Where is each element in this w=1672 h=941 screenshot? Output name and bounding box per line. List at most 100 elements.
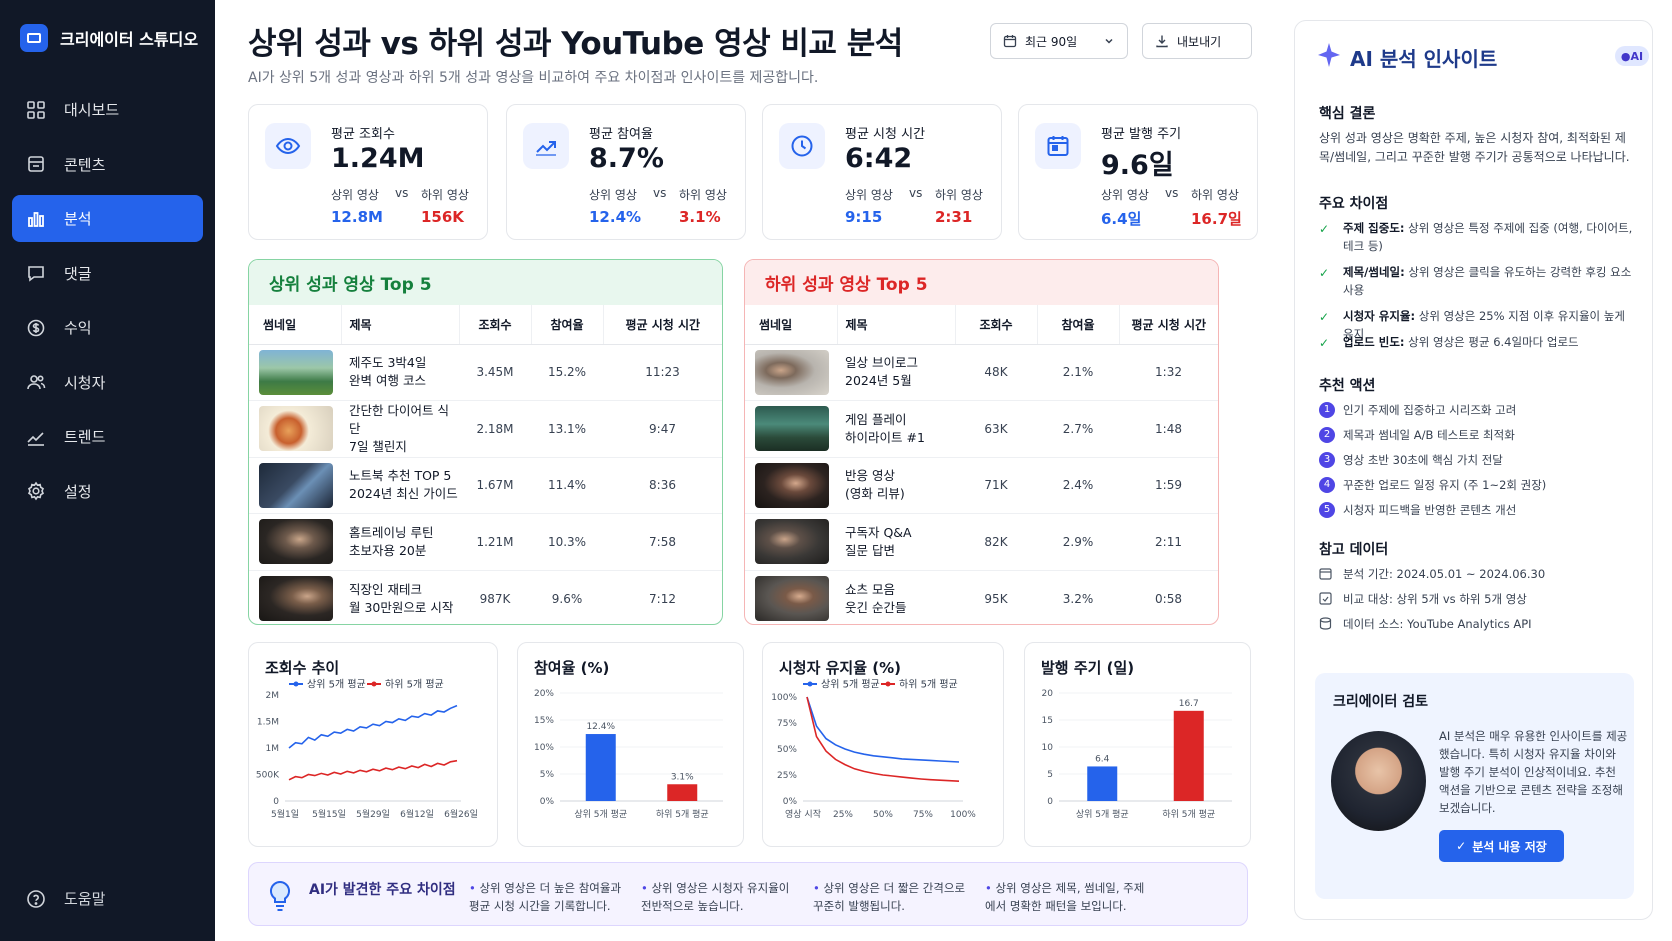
review-title: 크리에이터 검토: [1333, 694, 1429, 710]
bar-chart-icon: [28, 211, 44, 227]
kpi-top-value: 12.4%: [589, 208, 642, 226]
column-header: 참여율: [531, 305, 604, 345]
kpi-bottom-value: 156K: [421, 208, 464, 226]
x-tick-label: 75%: [913, 810, 933, 820]
video-title[interactable]: 반응 영상: [845, 468, 895, 484]
views-trend-svg: 상위 5개 평균 하위 5개 평균 0 500K 1M 1.5M 2M 5월1일 5월15일 5월…: [256, 678, 478, 821]
help-link[interactable]: 도움말: [26, 888, 105, 909]
video-title[interactable]: 질문 답변: [845, 542, 895, 558]
y-tick-label: 5%: [540, 770, 555, 780]
top-videos-title: 상위 성과 영상 Top 5: [249, 260, 722, 305]
y-tick-label: 5: [1047, 770, 1053, 780]
conclusion-text: 상위 성과 영상은 명확한 주제, 높은 시청자 참여, 최적화된 제목/썸네일…: [1319, 131, 1630, 164]
insight-bullet: • 상위 영상은 더 높은 참여율과 평균 시청 시간을 기록합니다.: [469, 881, 622, 913]
video-title[interactable]: 2024년 5월: [845, 373, 912, 389]
sidebar-item-audience[interactable]: 시청자: [12, 359, 203, 406]
video-thumbnail[interactable]: [755, 349, 829, 395]
video-title[interactable]: 월 30만원으로 시작: [349, 599, 454, 615]
sidebar-item-content[interactable]: 콘텐츠: [12, 141, 203, 188]
video-thumbnail[interactable]: [259, 349, 333, 395]
y-tick-label: 50%: [777, 745, 797, 755]
export-button[interactable]: 내보내기: [1142, 23, 1252, 59]
table-row[interactable]: 일상 브이로그 2024년 5월 48K 2.1% 1:32: [745, 344, 1218, 401]
video-thumbnail[interactable]: [755, 576, 829, 621]
video-thumbnail[interactable]: [755, 406, 829, 452]
sidebar-item-settings[interactable]: 설정: [12, 468, 203, 515]
video-thumbnail[interactable]: [755, 519, 829, 565]
table-row[interactable]: 쇼츠 모음 웃긴 순간들 95K 3.2% 0:58: [745, 570, 1218, 624]
video-title[interactable]: 2024년 최신 가이드: [349, 486, 458, 502]
x-tick-label: 하위 5개 평균: [1162, 809, 1215, 820]
table-row[interactable]: 반응 영상 (영화 리뷰) 71K 2.4% 1:59: [745, 457, 1218, 514]
save-analysis-button[interactable]: ✓ 분석 내용 저장: [1439, 830, 1564, 862]
column-header: 조회수: [459, 305, 532, 345]
video-title[interactable]: 홈트레이닝 루틴: [349, 524, 434, 540]
kpi-value: 6:42: [845, 143, 913, 174]
lightbulb-icon: [269, 880, 291, 911]
video-title[interactable]: 초보자용 20분: [349, 542, 427, 558]
sidebar-item-trends[interactable]: 트렌드: [12, 413, 203, 460]
dollar-icon: [27, 319, 45, 336]
table-row[interactable]: 구독자 Q&A 질문 답변 82K 2.9% 2:11: [745, 513, 1218, 571]
diff-item: ✓ 제목/썸네일: 상위 영상은 클릭을 유도하는 강력한 후킹 요소 사용: [1319, 265, 1632, 297]
sidebar-item-analytics[interactable]: 분석: [12, 195, 203, 242]
video-thumbnail[interactable]: [259, 406, 333, 452]
video-title[interactable]: 완벽 여행 코스: [349, 373, 426, 389]
sidebar-item-comments[interactable]: 댓글: [12, 250, 203, 297]
table-row[interactable]: 제주도 3박4일 완벽 여행 코스 3.45M 15.2% 11:23: [249, 344, 722, 401]
video-thumbnail[interactable]: [259, 576, 333, 621]
video-title[interactable]: 게임 플레이: [845, 411, 907, 427]
ai-insight-bar: AI가 발견한 주요 차이점 • 상위 영상은 더 높은 참여율과 평균 시청 …: [248, 862, 1248, 926]
engagement-cell: 2.4%: [1037, 457, 1119, 514]
video-thumbnail[interactable]: [259, 519, 333, 565]
engagement-chart: 0% 5% 10% 15% 20% 12.4% 상위 5개 평균 3.1% 하위 5개 평균 참…: [517, 642, 744, 847]
y-tick-label: 100%: [771, 693, 797, 703]
video-title[interactable]: 웃긴 순간들: [845, 599, 907, 615]
engagement-cell: 2.7%: [1037, 400, 1119, 458]
views-cell: 3.45M: [459, 344, 531, 401]
video-thumbnail[interactable]: [259, 462, 333, 508]
kpi-bottom-value: 3.1%: [679, 208, 721, 226]
y-tick-label: 10: [1042, 743, 1054, 753]
video-title[interactable]: 노트북 추천 TOP 5: [349, 468, 452, 484]
video-title[interactable]: 쇼츠 모음: [845, 581, 895, 597]
kpi-bottom-label: 하위 영상: [421, 188, 469, 202]
video-title[interactable]: (영화 리뷰): [845, 486, 905, 502]
export-label: 내보내기: [1177, 34, 1222, 49]
kpi-value: 1.24M: [331, 143, 425, 174]
video-title[interactable]: 구독자 Q&A: [845, 524, 912, 540]
comment-icon: [28, 266, 44, 282]
sidebar-item-dashboard[interactable]: 대시보드: [12, 86, 203, 133]
table-row[interactable]: 간단한 다이어트 식단 7일 챌린지 2.18M 13.1% 9:47: [249, 400, 722, 458]
watch-time-cell: 8:36: [603, 457, 722, 514]
table-row[interactable]: 노트북 추천 TOP 5 2024년 최신 가이드 1.67M 11.4% 8:36: [249, 457, 722, 514]
page-subtitle: AI가 상위 5개 성과 영상과 하위 5개 성과 영상을 비교하여 주요 차이…: [248, 70, 819, 86]
sidebar-item-revenue[interactable]: 수익: [12, 304, 203, 351]
kpi-label: 평균 조회수: [331, 127, 395, 142]
watch-time-cell: 11:23: [603, 344, 722, 401]
video-thumbnail[interactable]: [755, 462, 829, 508]
engagement-cell: 10.3%: [531, 513, 603, 571]
kpi-vs: vs: [653, 186, 667, 200]
clock-icon: [779, 123, 825, 169]
video-title[interactable]: 7일 챌린지: [349, 438, 407, 454]
table-row[interactable]: 게임 플레이 하이라이트 #1 63K 2.7% 1:48: [745, 400, 1218, 458]
table-row[interactable]: 직장인 재테크 월 30만원으로 시작 987K 9.6% 7:12: [249, 570, 722, 624]
video-title[interactable]: 일상 브이로그: [845, 355, 918, 371]
kpi-label: 평균 발행 주기: [1101, 127, 1182, 142]
column-header: 제목: [341, 305, 460, 345]
video-title[interactable]: 제주도 3박4일: [349, 355, 427, 371]
period-select[interactable]: 최근 90일: [990, 23, 1128, 59]
column-header: 제목: [837, 305, 956, 345]
kpi-value: 8.7%: [589, 143, 664, 174]
table-row[interactable]: 홈트레이닝 루틴 초보자용 20분 1.21M 10.3% 7:58: [249, 513, 722, 571]
video-title[interactable]: 하이라이트 #1: [845, 429, 925, 445]
top-videos-table: 썸네일 제목 조회수 참여율 평균 시청 시간 제주도 3박4일 완벽 여행 코스…: [249, 305, 722, 624]
video-title[interactable]: 간단한 다이어트 식단: [349, 402, 449, 436]
video-title[interactable]: 직장인 재테크: [349, 581, 422, 597]
grid-icon: [27, 100, 45, 119]
brand[interactable]: 크리에이터 스튜디오: [20, 24, 198, 52]
column-header: 평균 시청 시간: [603, 305, 722, 345]
y-tick-label: 1.5M: [257, 718, 279, 728]
y-tick-label: 0: [273, 797, 279, 807]
